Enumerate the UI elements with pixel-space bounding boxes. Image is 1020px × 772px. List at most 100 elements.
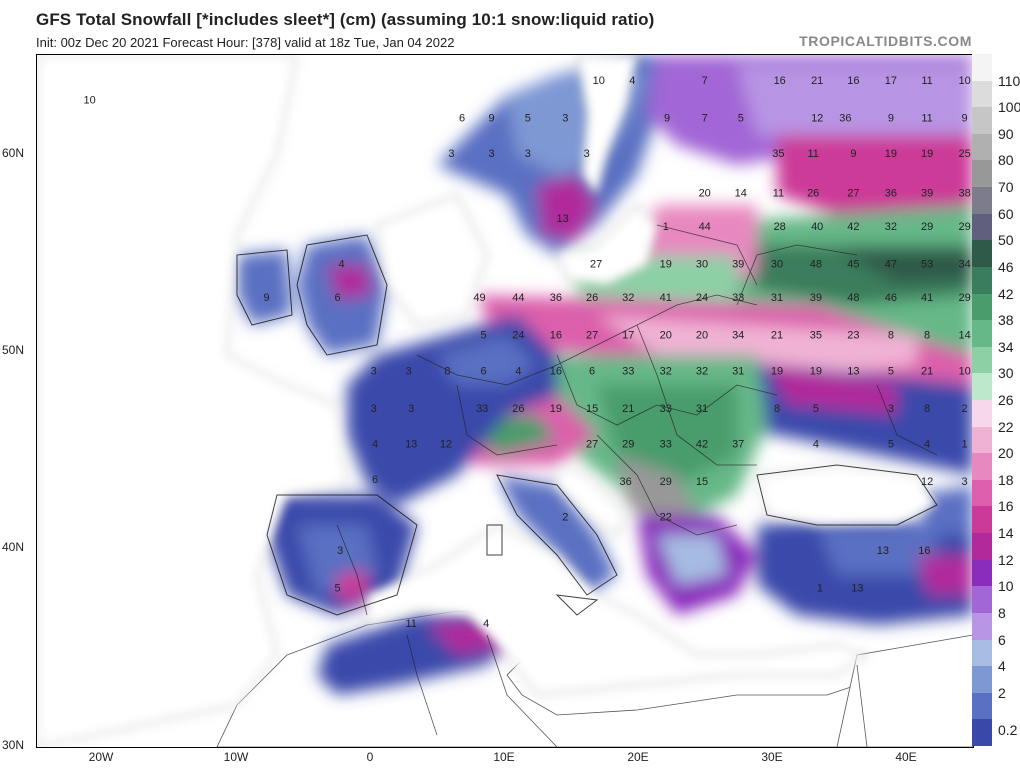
colorbar-swatch [972,107,992,135]
snowfall-value: 34 [958,259,970,271]
colorbar-label: 14 [998,525,1014,542]
snowfall-value: 32 [622,292,634,304]
snowfall-value: 2 [962,403,968,415]
lat-label-60n: 60N [2,146,25,160]
snowfall-value: 31 [696,403,708,415]
snowfall-value: 14 [958,330,970,342]
snowfall-value: 8 [924,330,930,342]
snowfall-value: 20 [660,330,672,342]
snowfall-value: 27 [590,259,602,271]
snowfall-value: 3 [448,148,454,160]
snowfall-colorbar: 110 100 90 80 70 60 50 46 42 38 34 30 26 22 20 18 16 14 12… [972,54,1020,747]
snowfall-value: 4 [629,75,635,87]
snowfall-value: 6 [372,474,378,486]
colorbar-label: 12 [998,551,1014,568]
snowfall-value: 3 [408,403,414,415]
snowfall-value: 15 [696,476,708,488]
colorbar-swatch [972,506,992,534]
colorbar-label: 6 [998,631,1006,648]
snowfall-value: 17 [885,75,897,87]
snowfall-value: 29 [921,221,933,233]
snowfall-value: 8 [774,403,780,415]
snowfall-value: 29 [958,221,970,233]
snowfall-value: 9 [888,113,894,125]
map-subtitle: Init: 00z Dec 20 2021 Forecast Hour: [37… [36,35,455,50]
lon-label-0: 0 [366,750,374,764]
colorbar-swatch [972,54,992,82]
coastlines [236,234,938,616]
snowfall-value: 32 [660,365,672,377]
snowfall-value: 37 [732,438,744,450]
snowfall-value: 30 [696,259,708,271]
snowfall-value: 21 [622,403,634,415]
lon-label-10e: 10E [493,750,515,764]
snowfall-value: 35 [772,148,784,160]
snowfall-value: 4 [924,438,930,450]
colorbar-swatch [972,586,992,614]
snowfall-value: 8 [888,330,894,342]
snowfall-value: 16 [918,545,930,557]
colorbar-swatch [972,719,992,747]
snowfall-value: 27 [586,438,598,450]
snowfall-value: 13 [851,583,863,595]
snowfall-value: 4 [338,259,344,271]
snowfall-value: 16 [774,75,786,87]
snowfall-value: 42 [847,221,859,233]
snowfall-value: 21 [811,75,823,87]
snowfall-value: 47 [885,259,897,271]
snowfall-value: 31 [732,365,744,377]
snowfall-value: 23 [847,330,859,342]
snowfall-value: 29 [622,438,634,450]
snowfall-value: 5 [888,438,894,450]
snowfall-value: 26 [586,292,598,304]
snowfall-value: 19 [771,365,783,377]
snowfall-value: 8 [924,403,930,415]
snowfall-value: 21 [921,365,933,377]
snowfall-value: 30 [771,259,783,271]
snowfall-value: 11 [405,618,416,630]
snowfall-value: 2 [562,511,568,523]
snowfall-value: 12 [440,438,452,450]
snowfall-value: 33 [622,365,634,377]
colorbar-swatch [972,187,992,215]
brand-watermark[interactable]: TROPICALTIDBITS.COM [799,33,972,49]
snowfall-value: 9 [962,113,968,125]
snowfall-value: 7 [702,75,708,87]
colorbar-swatch [972,133,992,161]
snowfall-value: 33 [732,292,744,304]
snowfall-value: 9 [263,292,269,304]
snowfall-value: 45 [847,259,859,271]
borders [336,224,938,747]
colorbar-label: 110 [998,72,1020,89]
snowfall-value: 16 [550,365,562,377]
colorbar-swatch [972,213,992,241]
snowfall-value: 14 [735,188,747,200]
snowfall-value: 5 [738,113,744,125]
colorbar-label: 80 [998,152,1014,169]
snowfall-value: 34 [732,330,744,342]
colorbar-swatch [972,266,992,295]
snowfall-value: 10 [958,365,970,377]
snowfall-value: 8 [444,365,450,377]
snowfall-value: 3 [525,148,531,160]
snowfall-value: 11 [921,75,932,87]
colorbar-swatch [972,666,992,694]
colorbar-swatch [972,453,992,481]
snowfall-value: 22 [660,511,672,523]
snowfall-value: 6 [459,113,465,125]
snowfall-value: 1 [663,221,669,233]
colorbar-label: 46 [998,258,1014,275]
snowfall-value: 32 [885,221,897,233]
snowfall-value: 48 [810,259,822,271]
lat-label-30n: 30N [2,738,25,752]
snowfall-value: 36 [839,113,851,125]
snowfall-value: 28 [774,221,786,233]
snowfall-value: 25 [958,148,970,160]
colorbar-label: 26 [998,392,1014,408]
colorbar-label: 90 [998,125,1014,142]
snowfall-value: 19 [550,403,562,415]
snowfall-value: 11 [807,148,818,160]
colorbar-label: 16 [998,498,1014,515]
snowfall-value: 13 [847,365,859,377]
